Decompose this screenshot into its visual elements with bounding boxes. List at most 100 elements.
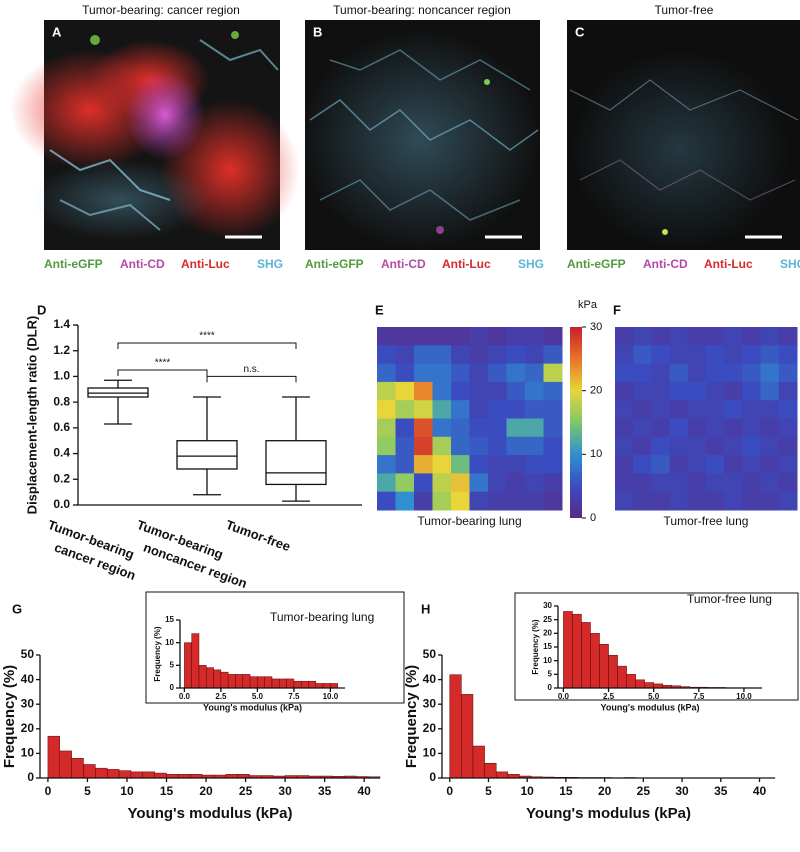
- histogram-bar: [461, 694, 474, 779]
- x-axis-label: Young's modulus (kPa): [128, 805, 293, 822]
- channel-label: SHG: [780, 257, 800, 271]
- y-tick-label: 0.8: [53, 394, 70, 408]
- channel-label: Anti-Luc: [704, 257, 753, 271]
- histogram-bar: [130, 771, 144, 779]
- x-tick-label: 0.0: [179, 692, 191, 701]
- heatmap-cell: [742, 436, 762, 456]
- significance-label: ****: [199, 331, 215, 342]
- heatmap-cell: [706, 345, 725, 365]
- heatmap-cell: [687, 363, 707, 383]
- y-tick-label: 10: [165, 638, 174, 647]
- significance-bracket: [117, 369, 208, 376]
- heatmap-cell: [525, 381, 544, 401]
- y-tick-label: 0.2: [53, 471, 70, 485]
- heatmap-cell: [687, 327, 707, 346]
- y-tick-label: 40: [21, 672, 35, 686]
- heatmap-cell: [651, 473, 671, 493]
- heatmap-cell: [543, 327, 563, 346]
- heatmap-cell: [543, 436, 563, 456]
- heatmap-cell: [506, 436, 526, 456]
- colorbar: [570, 327, 582, 518]
- heatmap-cell: [395, 418, 415, 438]
- heatmap-cell: [525, 418, 544, 438]
- heatmap-cell: [525, 327, 544, 346]
- heatmap-cell: [543, 363, 563, 383]
- heatmap-cell: [432, 327, 452, 346]
- x-tick-label: 10.0: [736, 692, 752, 701]
- heatmap-cell: [760, 455, 780, 474]
- heatmap-cell: [395, 491, 415, 511]
- channel-label: Anti-eGFP: [305, 257, 364, 271]
- y-tick-label: 5: [548, 669, 553, 678]
- heatmap-cell: [432, 455, 452, 474]
- panel-letter: H: [421, 601, 430, 616]
- heatmap-cell: [451, 345, 470, 365]
- heatmap-cell: [506, 381, 526, 401]
- heatmap-cell: [615, 418, 634, 438]
- histogram-bar: [279, 678, 287, 689]
- x-tick-label: 0.0: [558, 692, 570, 701]
- heatmap-cell: [778, 400, 798, 419]
- y-tick-label: 10: [21, 746, 35, 760]
- histogram-bar: [106, 769, 120, 779]
- heatmap-cell: [506, 491, 526, 511]
- category-label: Tumor-free: [224, 517, 293, 554]
- heatmap-cell: [706, 327, 725, 346]
- x-tick-label: 25: [239, 784, 253, 798]
- x-tick-label: 10.0: [323, 692, 339, 701]
- heatmap-cell: [633, 455, 652, 474]
- histogram-bar: [308, 680, 317, 689]
- x-tick-label: 0: [446, 784, 453, 798]
- heatmap-cell: [395, 363, 415, 383]
- heatmap-cell: [633, 491, 652, 511]
- heatmap-cell: [724, 400, 743, 419]
- heatmap-cell: [651, 363, 671, 383]
- histogram-bar: [293, 680, 302, 689]
- colorbar-tick-label: 20: [590, 385, 602, 397]
- heatmap-cell: [488, 363, 507, 383]
- image-title: Tumor-bearing: noncancer region: [333, 3, 511, 17]
- heatmap-cell: [395, 345, 415, 365]
- y-tick-label: 1.2: [53, 343, 70, 357]
- heatmap-cell: [451, 455, 470, 474]
- histogram-bar: [206, 667, 214, 689]
- heatmap-cell: [488, 327, 507, 346]
- heatmap-cell: [395, 473, 415, 493]
- heatmap-cell: [432, 436, 452, 456]
- histogram-bar: [626, 674, 636, 689]
- histogram-bar: [213, 669, 222, 689]
- heatmap-cell: [687, 473, 707, 493]
- heatmap-cell: [633, 473, 652, 493]
- y-axis-label: Displacement-length ratio (DLR): [24, 316, 39, 515]
- y-tick-label: 50: [423, 647, 437, 661]
- histogram-bar: [59, 750, 72, 779]
- colorbar-label: kPa: [578, 299, 598, 311]
- x-tick-label: 10: [521, 784, 535, 798]
- heatmap-cell: [687, 418, 707, 438]
- heatmap-cell: [543, 418, 563, 438]
- micrograph-c: [567, 20, 800, 250]
- heatmap-cell: [742, 400, 762, 419]
- heatmap-cell: [469, 327, 489, 346]
- heatmap-cell: [432, 473, 452, 493]
- y-tick-label: 0: [429, 770, 436, 784]
- y-tick-label: 10: [423, 746, 437, 760]
- histogram-bar: [563, 611, 573, 689]
- heatmap-cell: [506, 363, 526, 383]
- heatmap-cell: [778, 418, 798, 438]
- inset-title: Tumor-bearing lung: [270, 610, 374, 624]
- significance-bracket: [117, 342, 297, 349]
- y-tick-label: 15: [165, 615, 174, 624]
- heatmap-cell: [414, 436, 433, 456]
- x-tick-label: 7.5: [693, 692, 705, 701]
- heatmap-cell: [742, 363, 762, 383]
- y-tick-label: 20: [423, 721, 437, 735]
- histogram-bar: [191, 633, 200, 689]
- inset-frame: [514, 592, 799, 701]
- histogram-bar: [599, 644, 609, 689]
- x-tick-label: 20: [199, 784, 213, 798]
- y-tick-label: 10: [543, 656, 552, 665]
